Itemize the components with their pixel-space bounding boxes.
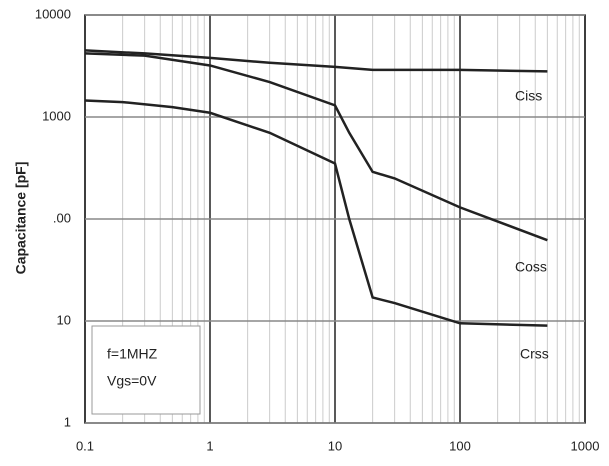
x-tick-label: 100	[449, 438, 471, 453]
series-label: Crss	[520, 346, 549, 362]
condition-text: f=1MHZ	[107, 346, 158, 362]
x-tick-label: 10	[328, 438, 342, 453]
series-label: Coss	[515, 259, 547, 275]
y-tick-label: 1	[64, 414, 71, 429]
series-line	[84, 49, 548, 73]
x-tick-label: 1000	[571, 438, 600, 453]
x-tick-label: 0.1	[76, 438, 94, 453]
series-label: Ciss	[515, 88, 542, 104]
series-line	[84, 99, 548, 327]
y-tick-label: 10	[57, 312, 71, 327]
series-line	[84, 52, 548, 242]
condition-text: Vgs=0V	[107, 373, 157, 389]
conditions-box	[91, 325, 201, 415]
y-tick-label: 1000	[42, 108, 71, 123]
y-tick-label: 10000	[35, 6, 71, 21]
x-tick-label: 1	[206, 438, 213, 453]
y-axis-label: Capacitance [pF]	[13, 162, 29, 275]
y-tick-label: .00	[53, 210, 71, 225]
